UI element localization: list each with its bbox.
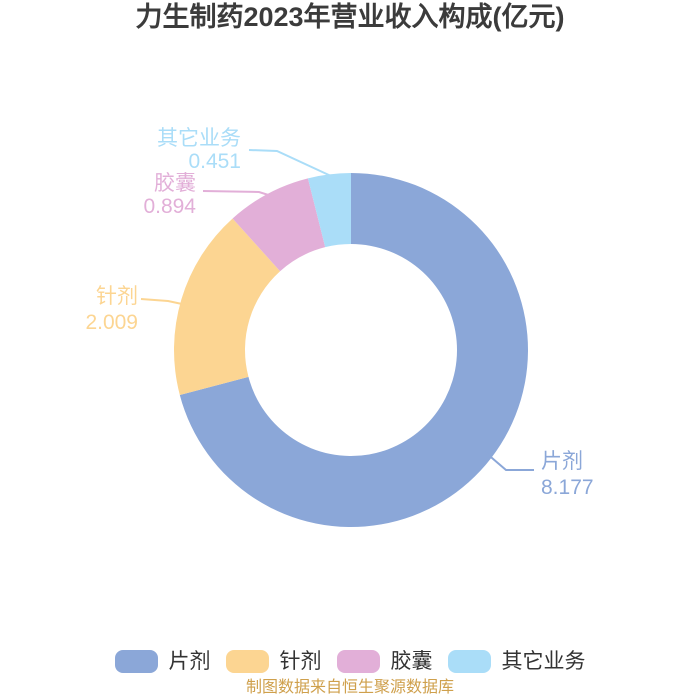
label-line-injections: [140, 298, 183, 305]
slice-label-value-capsules: 0.894: [143, 195, 196, 218]
slice-label-value-tablets: 8.177: [541, 476, 594, 499]
legend-item-injections[interactable]: 针剂: [225, 650, 322, 673]
slice-label-name-capsules: 胶囊: [154, 172, 196, 195]
legend-swatch-other-business: [447, 650, 491, 673]
slice-label-value-injections: 2.009: [85, 311, 138, 334]
legend-swatch-injections: [225, 650, 269, 673]
legend-item-capsules[interactable]: 胶囊: [336, 650, 433, 673]
slice-label-name-tablets: 片剂: [541, 450, 583, 473]
label-line-tablets: [484, 451, 534, 471]
legend-swatch-capsules: [336, 650, 380, 673]
legend: 片剂 针剂 胶囊 其它业务: [0, 650, 700, 673]
legend-swatch-tablets: [114, 650, 158, 673]
chart-title: 力生制药2023年营业收入构成(亿元): [135, 2, 565, 32]
pie-slice-capsules[interactable]: [232, 178, 326, 272]
legend-label-capsules: 胶囊: [390, 650, 433, 673]
slice-label-value-other-business: 0.451: [188, 150, 241, 173]
legend-item-other-business[interactable]: 其它业务: [447, 650, 586, 673]
legend-label-tablets: 片剂: [168, 650, 211, 673]
label-line-capsules: [202, 190, 298, 205]
slice-label-name-injections: 针剂: [96, 285, 138, 308]
legend-label-injections: 针剂: [279, 650, 322, 673]
legend-label-other-business: 其它业务: [501, 650, 586, 673]
pie-slice-injections[interactable]: [174, 218, 281, 395]
pie-slice-other-business[interactable]: [307, 173, 351, 248]
source-note: 制图数据来自恒生聚源数据库: [245, 679, 454, 696]
legend-item-tablets[interactable]: 片剂: [114, 650, 211, 673]
pie-slice-tablets[interactable]: [179, 173, 528, 527]
slice-label-name-other-business: 其它业务: [157, 127, 241, 150]
label-line-other-business: [248, 149, 332, 177]
